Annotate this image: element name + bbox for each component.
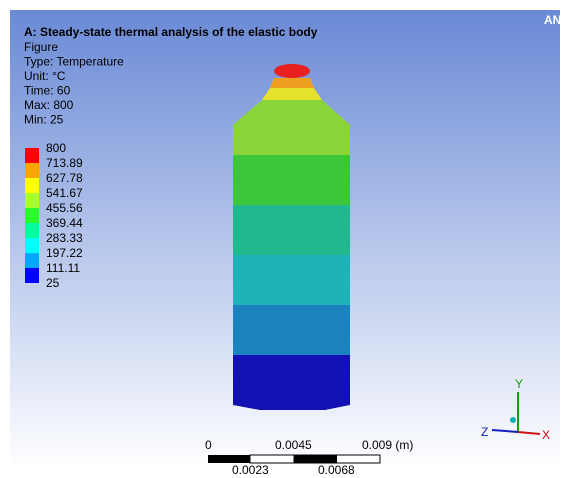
band (270, 78, 314, 88)
legend-label: 369.44 (46, 216, 83, 230)
legend-swatch (25, 193, 39, 208)
legend-swatch (25, 148, 39, 163)
scale-label: 0.0068 (318, 463, 355, 477)
legend-label: 541.67 (46, 186, 83, 200)
legend-label: 455.56 (46, 201, 83, 215)
axis-label: Z (481, 425, 488, 439)
band (233, 305, 350, 355)
cap (274, 64, 310, 78)
legend-swatch (25, 178, 39, 193)
scale-label: 0.0045 (275, 438, 312, 452)
logo: ANSYS (544, 13, 565, 27)
legend-label: 197.22 (46, 246, 83, 260)
scale-label: 0.0023 (232, 463, 269, 477)
info-line: Unit: °C (24, 69, 66, 83)
scale-seg (250, 455, 294, 463)
scale-label: 0 (205, 438, 212, 452)
info-line: Time: 60 (24, 84, 71, 98)
band (233, 255, 350, 305)
origin (510, 417, 516, 423)
legend-label: 111.11 (46, 261, 80, 275)
info-line: Figure (24, 40, 58, 54)
scale-seg (294, 455, 337, 463)
legend-swatch (25, 238, 39, 253)
legend-label: 283.33 (46, 231, 83, 245)
info-line: Min: 25 (24, 113, 64, 127)
info-line: Max: 800 (24, 98, 74, 112)
legend-label: 25 (46, 276, 60, 290)
band (233, 155, 350, 205)
scale-label: 0.009 (m) (362, 438, 413, 452)
band (233, 205, 350, 255)
title: A: Steady-state thermal analysis of the … (24, 25, 318, 39)
info-line: Type: Temperature (24, 55, 124, 69)
legend-swatch (25, 223, 39, 238)
legend-label: 800 (46, 141, 66, 155)
band (233, 355, 350, 410)
axis-label: X (542, 428, 550, 442)
legend-swatch (25, 163, 39, 178)
axis-label: Y (515, 377, 523, 391)
legend-swatch (25, 268, 39, 283)
legend: 800713.89627.78541.67455.56369.44283.331… (25, 141, 83, 290)
model (233, 64, 350, 410)
legend-label: 627.78 (46, 171, 83, 185)
viewport: A: Steady-state thermal analysis of the … (0, 0, 565, 478)
legend-swatch (25, 208, 39, 223)
legend-swatch (25, 253, 39, 268)
legend-label: 713.89 (46, 156, 83, 170)
band (262, 88, 322, 100)
